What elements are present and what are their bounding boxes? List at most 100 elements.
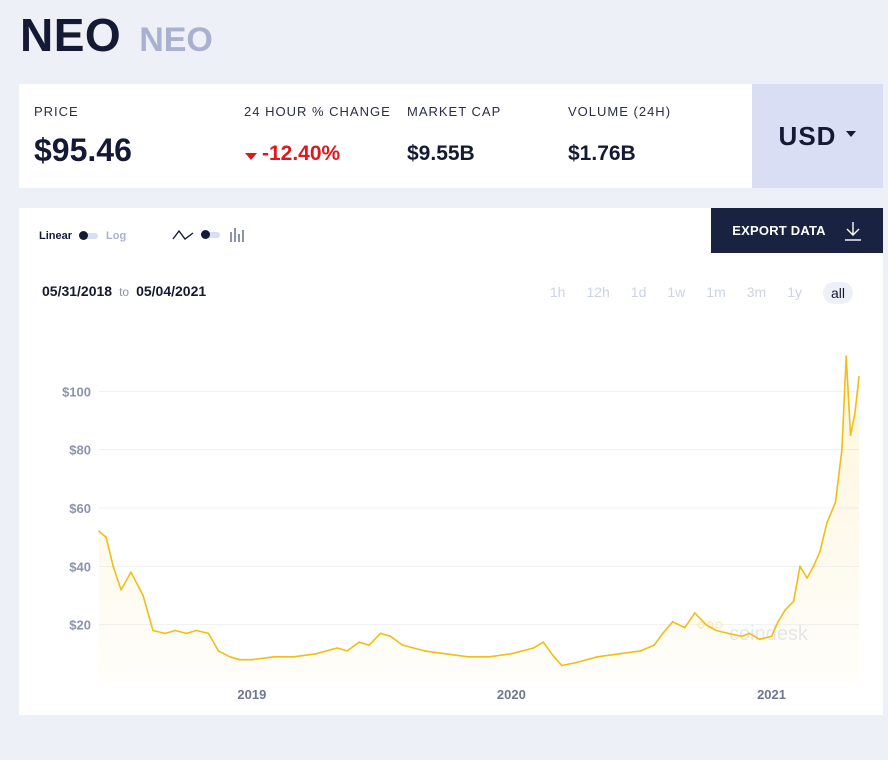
price-point <box>618 652 621 655</box>
price-line <box>98 355 860 667</box>
scale-log-label[interactable]: Log <box>106 230 127 242</box>
price-point <box>120 588 122 591</box>
price-point <box>560 664 563 667</box>
price-point <box>445 652 447 655</box>
price-point <box>238 658 241 661</box>
ohlc-chart-icon[interactable] <box>230 228 244 242</box>
y-tick-label: $60 <box>69 501 91 516</box>
chart-type-switch[interactable] <box>201 230 220 239</box>
range-tab-1m[interactable]: 1m <box>706 284 726 300</box>
coin-symbol: NEO <box>139 21 213 59</box>
export-data-button[interactable]: EXPORT DATA <box>711 208 883 253</box>
y-tick-label: $20 <box>69 618 91 633</box>
price-point <box>292 655 295 658</box>
price-point <box>575 661 577 664</box>
price-point <box>653 644 656 646</box>
price-point <box>251 658 253 661</box>
price-point <box>207 632 210 635</box>
price-point <box>792 600 795 603</box>
price-point <box>314 652 317 655</box>
price-points <box>98 355 860 667</box>
currency-label: USD <box>778 120 837 151</box>
price-point <box>740 635 743 638</box>
price-point <box>748 632 751 635</box>
x-axis-ticks: 2019 2020 2021 <box>237 687 786 702</box>
price-point <box>542 641 545 644</box>
price-point <box>185 632 188 635</box>
caret-down-icon <box>846 131 857 137</box>
price-point <box>553 655 555 658</box>
scale-linear-label[interactable]: Linear <box>39 230 73 242</box>
price-point <box>806 577 808 579</box>
price-point <box>488 655 491 658</box>
price-point <box>401 644 404 646</box>
date-range[interactable]: 05/31/2018 to 05/04/2021 <box>42 283 206 299</box>
price-point <box>693 612 696 614</box>
price-point <box>532 647 535 649</box>
price-point <box>639 650 642 652</box>
price-point <box>379 632 382 635</box>
market-cap-label: MARKET CAP <box>407 104 502 119</box>
change-value: -12.40% <box>262 142 341 165</box>
range-tab-1h[interactable]: 1h <box>549 284 566 300</box>
price-point <box>368 644 371 646</box>
date-separator: to <box>119 285 130 299</box>
range-tab-1d[interactable]: 1d <box>630 284 647 300</box>
price-point <box>826 521 828 524</box>
date-from[interactable]: 05/31/2018 <box>42 283 113 299</box>
switch-knob <box>79 231 89 240</box>
range-tab-all[interactable]: all <box>822 282 853 304</box>
price-point <box>423 650 426 652</box>
price-point <box>819 550 821 553</box>
price-point <box>661 632 664 635</box>
price-point <box>510 652 513 655</box>
range-tab-12h[interactable]: 12h <box>586 284 610 300</box>
price-point <box>853 413 856 416</box>
price-point <box>845 355 848 358</box>
down-arrow-icon <box>245 152 257 160</box>
volume-label: VOLUME (24H) <box>568 104 672 119</box>
time-range-tabs: 1h 12h 1d 1w 1m 3m 1y all <box>529 282 853 304</box>
price-point <box>336 647 339 649</box>
volume-value: $1.76B <box>568 142 636 165</box>
y-tick-label: $40 <box>69 559 91 574</box>
price-point <box>784 609 786 611</box>
price-area <box>99 356 859 683</box>
range-tab-3m[interactable]: 3m <box>746 284 767 300</box>
price-point <box>130 571 132 574</box>
scale-switch[interactable] <box>79 231 99 240</box>
price-point <box>596 655 599 658</box>
price-point <box>228 655 231 658</box>
price-point <box>467 655 469 658</box>
change-label: 24 HOUR % CHANGE <box>244 104 391 119</box>
price-point <box>358 641 361 644</box>
chart-type-toggle <box>172 228 244 242</box>
currency-selector[interactable]: USD <box>752 84 883 188</box>
coin-name: NEO <box>20 9 122 61</box>
y-tick-label: $100 <box>62 384 91 399</box>
chart-grid <box>99 390 859 626</box>
price-point <box>715 629 717 632</box>
price-point <box>858 375 860 378</box>
x-tick-label: 2020 <box>497 687 526 702</box>
range-tab-1w[interactable]: 1w <box>667 284 686 300</box>
y-tick-label: $80 <box>69 443 91 458</box>
x-tick-label: 2019 <box>237 687 266 702</box>
price-point <box>98 530 100 533</box>
price-point <box>273 655 275 658</box>
change-value-wrap: -12.40% <box>245 142 340 166</box>
price-point <box>770 635 773 638</box>
price-point <box>152 629 154 632</box>
y-axis-ticks: $20 $40 $60 $80 $100 <box>62 384 91 632</box>
scale-toggle: Linear Log <box>39 230 126 242</box>
coin-header: NEO NEO <box>20 8 213 61</box>
line-chart-icon[interactable] <box>172 228 194 242</box>
market-cap-value: $9.55B <box>407 142 475 165</box>
price-point <box>174 629 177 632</box>
price-point <box>777 620 779 623</box>
price-point <box>683 626 686 629</box>
date-to[interactable]: 05/04/2021 <box>136 283 207 299</box>
range-tab-1y[interactable]: 1y <box>787 284 802 300</box>
price-point <box>346 650 348 652</box>
download-icon <box>844 221 861 241</box>
